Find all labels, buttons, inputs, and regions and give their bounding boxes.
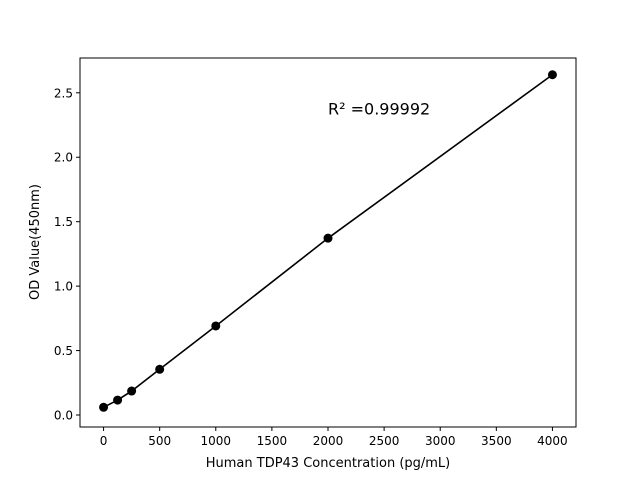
- x-axis-label: Human TDP43 Concentration (pg/mL): [206, 456, 451, 471]
- x-tick-label: 3000: [425, 434, 456, 448]
- y-tick-label: 1.0: [54, 280, 73, 294]
- data-point: [113, 395, 123, 405]
- y-tick-label: 2.5: [54, 86, 73, 100]
- x-tick-label: 500: [148, 434, 171, 448]
- data-point: [547, 70, 557, 80]
- y-tick-label: 0.0: [54, 409, 73, 423]
- data-point: [155, 364, 165, 374]
- x-tick-label: 4000: [537, 434, 568, 448]
- plot-frame: [79, 57, 577, 428]
- data-point: [323, 233, 333, 243]
- x-tick-label: 3500: [481, 434, 512, 448]
- y-tick-label: 2.0: [54, 151, 73, 165]
- y-tick-label: 0.5: [54, 344, 73, 358]
- y-tick-label: 1.5: [54, 215, 73, 229]
- data-point: [99, 402, 109, 412]
- x-tick-label: 1000: [201, 434, 232, 448]
- x-tick-label: 2500: [369, 434, 400, 448]
- x-tick-label: 2000: [313, 434, 344, 448]
- x-tick-label: 1500: [257, 434, 288, 448]
- data-point: [127, 386, 137, 396]
- annotation-r-squared: R² =0.99992: [328, 99, 430, 118]
- x-tick-label: 0: [100, 434, 108, 448]
- y-axis-label: OD Value(450nm): [28, 184, 43, 300]
- data-point: [211, 321, 221, 331]
